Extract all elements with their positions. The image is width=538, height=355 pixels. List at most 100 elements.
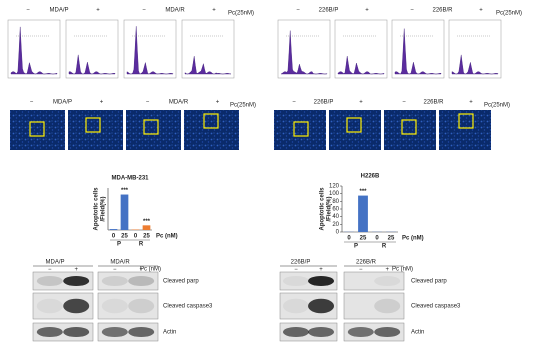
sign-label: +: [139, 267, 143, 273]
histogram-frame: [277, 19, 331, 79]
histogram: [68, 54, 116, 75]
x-tick-label: 0: [112, 234, 116, 240]
band: [308, 298, 335, 314]
band: [128, 298, 155, 314]
sign-label: +: [319, 267, 323, 273]
significance: ***: [121, 188, 129, 194]
group-label: R: [139, 242, 144, 248]
band: [282, 326, 309, 338]
bar: [358, 195, 368, 232]
row-label: Cleaved caspase3: [163, 304, 213, 310]
bar: [142, 225, 151, 230]
significance: ***: [359, 189, 367, 195]
micrograph: [439, 110, 491, 150]
sign-label: −: [410, 8, 414, 14]
histogram: [394, 28, 442, 75]
x-tick-label: 0: [375, 236, 379, 242]
roi-box: [458, 113, 474, 129]
band: [101, 298, 128, 314]
group-label: P: [117, 242, 121, 248]
y-tick-label: 120: [329, 184, 340, 190]
histogram-frame: [7, 19, 61, 79]
histogram-frame: [123, 19, 177, 79]
roi-box: [85, 117, 101, 133]
group-label: MDA/P: [45, 260, 64, 266]
band: [374, 275, 401, 287]
micrograph: [184, 110, 239, 150]
sign-label: +: [469, 100, 473, 106]
band: [63, 298, 90, 314]
micrograph: [384, 110, 436, 150]
row-label: Actin: [163, 330, 176, 336]
histogram: [451, 54, 499, 75]
group-label: 226B/P: [319, 8, 339, 14]
micrograph: [10, 110, 65, 150]
histogram: [126, 26, 174, 75]
treatment-label: Pc(25nM): [228, 11, 254, 17]
blot-membrane: [343, 271, 405, 291]
chart-title: MDA-MB-231: [111, 176, 149, 182]
band: [374, 326, 401, 338]
sign-label: +: [359, 100, 363, 106]
sign-label: +: [96, 8, 100, 14]
sign-label: +: [385, 267, 389, 273]
band: [308, 275, 335, 287]
sign-label: +: [216, 100, 220, 106]
roi-box: [203, 113, 219, 129]
significance: ***: [143, 219, 151, 225]
band: [101, 275, 128, 287]
bar: [109, 229, 118, 230]
group-label: MDA/R: [169, 100, 189, 106]
micrograph: [274, 110, 326, 150]
y-axis-label: /Field(%): [327, 196, 333, 221]
y-tick-label: 0: [336, 230, 340, 236]
y-axis-label: Apoptotic cells: [320, 187, 326, 231]
row-label: Cleaved caspase3: [411, 304, 461, 310]
treatment-label: Pc (nM): [392, 267, 413, 273]
x-tick-label: 0: [134, 234, 138, 240]
group-label: 226B/P: [291, 260, 311, 266]
sign-label: +: [212, 8, 216, 14]
histogram-frame: [181, 19, 235, 79]
x-tick-label: 0: [347, 236, 351, 242]
sign-label: −: [142, 8, 146, 14]
x-tick-label: 25: [360, 236, 367, 242]
sign-label: −: [402, 100, 406, 106]
band: [347, 326, 374, 338]
band: [128, 275, 155, 287]
roi-box: [143, 119, 159, 135]
blot-membrane: [97, 292, 159, 320]
group-label: MDA/P: [53, 100, 72, 106]
sign-label: −: [48, 267, 52, 273]
group-label: 226B/R: [432, 8, 453, 14]
group-label: MDA/R: [110, 260, 130, 266]
chart-title: H226B: [361, 174, 380, 180]
sign-label: +: [100, 100, 104, 106]
blot-membrane: [97, 271, 159, 291]
y-tick-label: 100: [329, 191, 340, 197]
x-axis-label: Pc (nM): [156, 234, 178, 240]
sign-label: −: [26, 8, 30, 14]
micrograph: [68, 110, 123, 150]
band: [282, 275, 309, 287]
group-label: 226B/P: [314, 100, 334, 106]
sign-label: −: [292, 100, 296, 106]
roi-box: [346, 117, 362, 133]
y-tick-label: 40: [332, 214, 339, 220]
group-label: MDA/P: [49, 8, 68, 14]
x-tick-label: 25: [121, 234, 128, 240]
treatment-label: Pc(25nM): [230, 103, 256, 109]
band: [308, 326, 335, 338]
band: [374, 298, 401, 314]
blot-membrane: [343, 292, 405, 320]
band: [63, 275, 90, 287]
x-tick-label: 25: [388, 236, 395, 242]
y-tick-label: 20: [332, 222, 339, 228]
x-tick-label: 25: [143, 234, 150, 240]
group-label: MDA/R: [165, 8, 185, 14]
histogram: [280, 30, 328, 75]
histogram: [184, 56, 232, 75]
group-label: 226B/R: [356, 260, 377, 266]
sign-label: −: [30, 100, 34, 106]
